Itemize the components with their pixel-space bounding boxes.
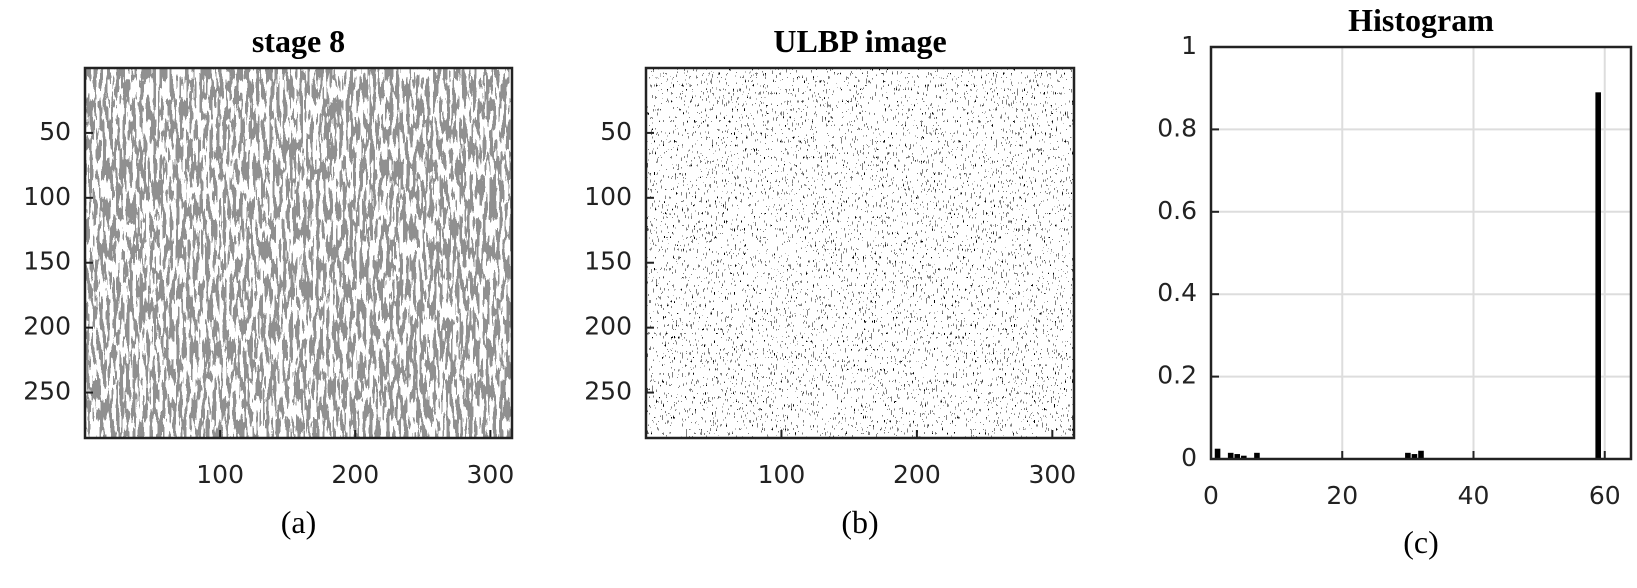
x-tick-label: 300 (1028, 460, 1076, 489)
x-tick-label: 60 (1589, 481, 1621, 510)
x-tick-label: 200 (331, 460, 379, 489)
x-tick-label: 40 (1458, 481, 1490, 510)
y-tick-label: 200 (23, 312, 71, 341)
caption: (b) (841, 504, 878, 540)
x-tick-label: 0 (1203, 481, 1219, 510)
y-tick-label: 0 (1181, 443, 1197, 472)
image-texture (646, 68, 1074, 438)
y-tick-label: 0.4 (1157, 278, 1197, 307)
axes-frame (1209, 45, 1633, 461)
bar (1418, 450, 1424, 459)
y-tick-label: 100 (23, 182, 71, 211)
x-tick-label: 200 (893, 460, 941, 489)
bar (1234, 454, 1241, 459)
panel-title: ULBP image (773, 23, 946, 59)
bar (1411, 454, 1418, 459)
y-tick-label: 1 (1181, 31, 1197, 60)
y-tick-label: 0.8 (1157, 113, 1197, 142)
y-tick-label: 100 (584, 182, 632, 211)
caption: (a) (281, 504, 317, 540)
bar (1214, 448, 1221, 459)
y-tick-label: 50 (600, 117, 632, 146)
image-texture (85, 68, 512, 438)
bar (1227, 452, 1234, 459)
bar (1254, 452, 1260, 459)
panel-title: stage 8 (252, 23, 345, 59)
y-tick-label: 50 (39, 117, 71, 146)
y-tick-label: 200 (584, 312, 632, 341)
y-tick-label: 150 (23, 247, 71, 276)
y-tick-label: 250 (23, 377, 71, 406)
x-tick-label: 20 (1326, 481, 1358, 510)
x-tick-label: 100 (196, 460, 244, 489)
y-tick-label: 0.6 (1157, 196, 1197, 225)
x-tick-label: 300 (467, 460, 515, 489)
bar (1405, 452, 1411, 459)
bar (1595, 92, 1601, 459)
y-tick-label: 250 (584, 377, 632, 406)
axes-frame (83, 66, 514, 440)
caption: (c) (1403, 524, 1439, 560)
y-tick-label: 0.2 (1157, 361, 1197, 390)
bar (1241, 455, 1247, 459)
panel-title: Histogram (1348, 2, 1494, 38)
x-tick-label: 100 (758, 460, 806, 489)
axes-frame (644, 66, 1076, 440)
y-tick-label: 150 (584, 247, 632, 276)
